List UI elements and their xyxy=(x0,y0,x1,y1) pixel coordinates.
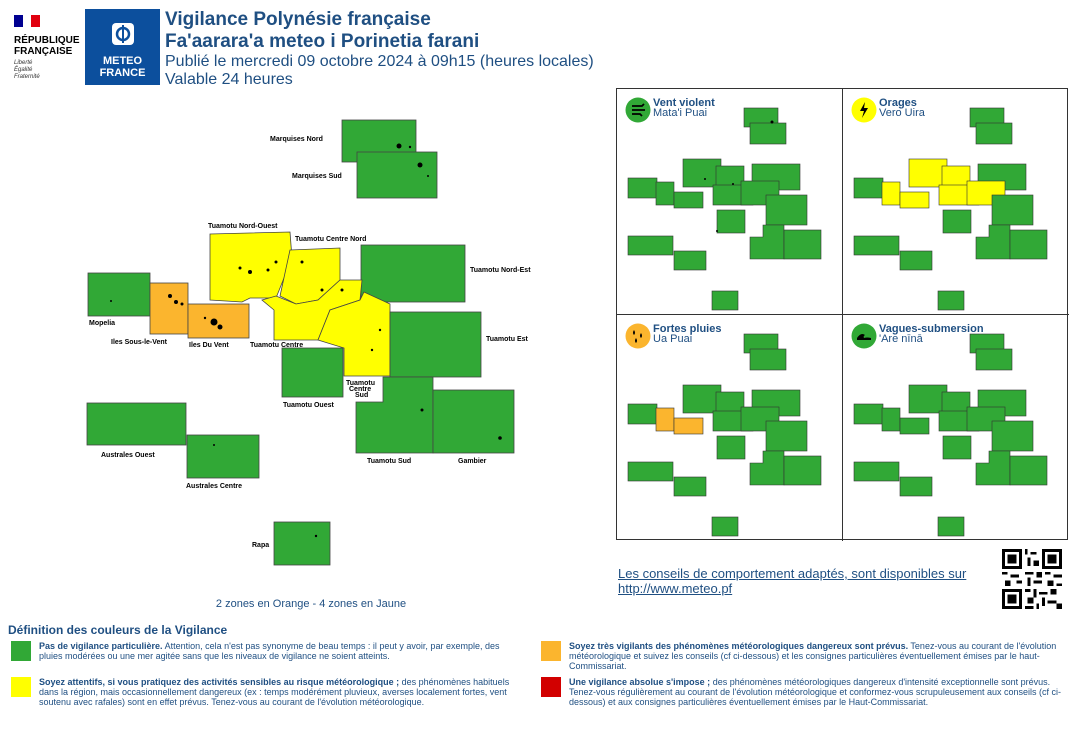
meteo-france-logo: METEO FRANCE xyxy=(85,9,160,85)
zone-label-line: Tuamotu xyxy=(346,380,375,387)
legend-swatch xyxy=(11,641,31,661)
zone-australes-centre[interactable] xyxy=(186,434,260,479)
panel-vagues-submersion[interactable]: Vagues-submersion 'Are nīnā xyxy=(843,315,1069,541)
validity-duration: Valable 24 heures xyxy=(165,71,293,88)
vigilance-main-map: Marquises Nord Marquises Sud Tuamotu Nor… xyxy=(86,119,531,566)
phenomenon-subtitle: Ua Puai xyxy=(653,333,693,345)
page-title: Vigilance Polynésie française xyxy=(165,9,431,30)
advice-link[interactable]: Les conseils de comportement adaptés, so… xyxy=(618,566,990,596)
zone-label: Tuamotu Nord-Est xyxy=(470,267,531,274)
zone-tuamotu-centre[interactable] xyxy=(261,279,363,341)
mf-line-2: FRANCE xyxy=(99,67,146,79)
zone-iles-sous-le-vent[interactable] xyxy=(149,282,189,335)
page-title-tahitian: Fa'aarara'a meteo i Porinetia farani xyxy=(165,31,480,52)
zone-label: Tuamotu Centre Nord xyxy=(295,236,366,243)
mini-map xyxy=(853,107,1048,311)
legend-text: des phénomènes habituels dans la région,… xyxy=(39,677,510,707)
zone-mopelia[interactable] xyxy=(87,272,151,317)
zone-tuamotu-est[interactable] xyxy=(389,311,482,378)
qr-code-icon[interactable] xyxy=(1002,549,1062,609)
rf-motto-2: Égalité xyxy=(14,67,33,73)
legend-text: Tenez-vous au courant de l'évolution mét… xyxy=(569,641,1057,671)
zone-label-line: Sud xyxy=(355,392,368,399)
bulletin-header: Vigilance Polynésie française Fa'aarara'… xyxy=(165,9,594,89)
rain-icon xyxy=(625,323,651,349)
advice-url[interactable]: http://www.meteo.pf xyxy=(618,581,733,596)
published-date: Publié le mercredi 09 octobre 2024 à 09h… xyxy=(165,53,594,70)
zone-label: Mopelia xyxy=(89,320,115,327)
legend-text: des phénomènes météorologiques dangereux… xyxy=(569,677,1061,707)
mf-line-1: METEO xyxy=(102,55,143,67)
wave-icon xyxy=(851,323,877,349)
panel-orages[interactable]: Orages Vero Uira xyxy=(843,89,1069,315)
zone-australes-ouest[interactable] xyxy=(86,402,187,446)
rf-line-2: FRANÇAISE xyxy=(14,46,73,57)
legend-bold: Une vigilance absolue s'impose ; xyxy=(569,677,711,687)
zone-marquises-sud[interactable] xyxy=(356,151,438,199)
zone-label: Tuamotu Est xyxy=(486,336,529,343)
legend-bold: Soyez attentifs, si vous pratiquez des a… xyxy=(39,677,400,687)
zone-label: Marquises Sud xyxy=(292,173,342,180)
zone-label: Gambier xyxy=(458,458,487,465)
zone-label: Tuamotu Sud xyxy=(367,458,411,465)
zone-tuamotu-sud[interactable] xyxy=(355,376,434,454)
zone-label: Australes Centre xyxy=(186,483,242,490)
zone-label: Iles Sous-le-Vent xyxy=(111,339,168,346)
panel-vent-violent[interactable]: Vent violent Mata'i Puai xyxy=(617,89,843,315)
legend-swatch xyxy=(541,677,561,697)
rf-motto-1: Liberté xyxy=(14,60,33,66)
zone-rapa[interactable] xyxy=(273,521,331,566)
zone-label: Iles Du Vent xyxy=(189,342,229,349)
phenomenon-title: Vent violent xyxy=(653,97,715,109)
zone-tuamotu-nord-ouest[interactable] xyxy=(209,231,293,303)
rf-line-1: RÉPUBLIQUE xyxy=(14,35,80,46)
zone-label: Tuamotu Nord-Ouest xyxy=(208,223,278,230)
legend-bold: Soyez très vigilants des phénomènes mété… xyxy=(569,641,909,651)
zone-gambier[interactable] xyxy=(432,389,515,454)
lightning-icon xyxy=(851,97,877,123)
zone-label: Australes Ouest xyxy=(101,452,155,459)
wind-icon xyxy=(625,97,651,123)
advice-text: Les conseils de comportement adaptés, so… xyxy=(618,566,967,581)
zone-summary: 2 zones en Orange - 4 zones en Jaune xyxy=(215,598,407,610)
phenomenon-title: Vagues-submersion xyxy=(879,323,984,335)
phenomenon-subtitle: Mata'i Puai xyxy=(653,107,708,119)
legend-title: Définition des couleurs de la Vigilance xyxy=(8,623,228,637)
zone-label: Rapa xyxy=(252,542,269,549)
legend-swatch xyxy=(11,677,31,697)
legend-swatch xyxy=(541,641,561,661)
island-markers xyxy=(110,143,502,538)
zone-label: Tuamotu Centre xyxy=(250,342,303,349)
phenomenon-subtitle: 'Are nīnā xyxy=(879,333,923,345)
zone-tuamotu-nord-est[interactable] xyxy=(360,244,466,303)
rf-motto-3: Fraternité xyxy=(14,74,40,80)
republique-francaise-logo: RÉPUBLIQUE FRANÇAISE Liberté Égalité Fra… xyxy=(14,14,80,82)
mini-map xyxy=(853,333,1048,537)
phenomenon-title: Fortes pluies xyxy=(653,323,722,335)
zone-label: Marquises Nord xyxy=(270,136,323,143)
phenomenon-subtitle: Vero Uira xyxy=(879,107,925,119)
meteo-france-emblem-icon xyxy=(112,23,134,45)
phenomena-panels: Vent violent Mata'i Puai Orages Vero Uir… xyxy=(616,88,1069,541)
legend-bold: Pas de vigilance particulière. xyxy=(39,641,163,651)
french-flag-icon xyxy=(14,15,40,27)
panel-fortes-pluies[interactable]: Fortes pluies Ua Puai xyxy=(617,315,843,541)
phenomenon-title: Orages xyxy=(879,97,917,109)
mini-map xyxy=(627,107,822,311)
zone-label-line: Centre xyxy=(349,386,371,393)
mini-map xyxy=(627,333,822,537)
zone-tuamotu-ouest[interactable] xyxy=(281,347,344,398)
legend-text: Attention, cela n'est pas synonyme de be… xyxy=(39,641,500,661)
zone-iles-du-vent[interactable] xyxy=(187,303,250,339)
zone-label: Tuamotu Ouest xyxy=(283,402,334,409)
